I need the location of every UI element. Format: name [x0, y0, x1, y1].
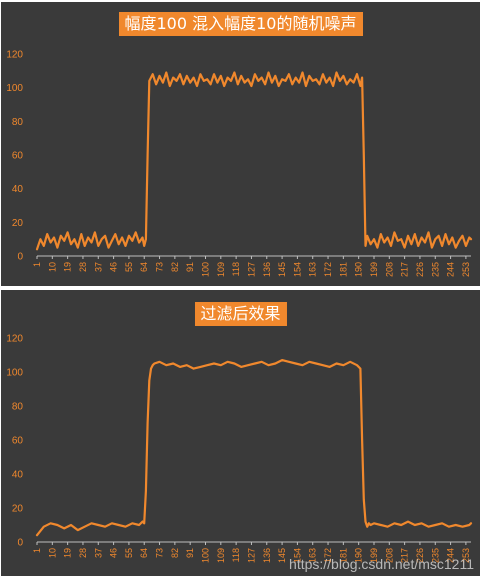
- x-tick-label: 118: [231, 262, 241, 276]
- y-tick-label: 40: [12, 470, 24, 481]
- line-chart-filtered: 0 20 40 60 80 100 120 1 10 19 28 37 46 55 64 73 82 91 100 1…: [6, 334, 473, 563]
- line-chart-noisy: 0 20 40 60 80 100 120 1 10 19 28 37 46 55 64 73 82 91 100 1…: [6, 50, 473, 277]
- x-tick-label: 208: [384, 548, 394, 563]
- series-line: [35, 71, 473, 251]
- x-tick-label: 28: [78, 548, 88, 558]
- x-tick-label: 100: [200, 262, 210, 277]
- x-tick-label: 73: [155, 548, 165, 558]
- y-tick-label: 20: [12, 218, 24, 229]
- x-tick-label: 136: [262, 548, 272, 563]
- y-tick-label: 120: [6, 334, 23, 345]
- chart-title: 过滤后效果: [194, 302, 287, 326]
- x-tick-label: 127: [246, 262, 256, 277]
- chart-panel-filtered: 过滤后效果 0 20 40 60 80 100 120 1 10 19 28 37 46 55 64 73 82…: [1, 290, 480, 576]
- chart-panel-noisy: 幅度100 混入幅度10的随机噪声 0 20 40 60 80 100 120 1 10 19 28…: [1, 2, 480, 286]
- x-tick-label: 172: [323, 262, 333, 277]
- x-tick-label: 172: [323, 548, 333, 563]
- y-tick-label: 60: [12, 436, 24, 447]
- x-tick-label: 190: [354, 262, 364, 277]
- x-tick-label: 226: [415, 548, 425, 563]
- y-tick-label: 40: [12, 184, 24, 195]
- x-tick-label: 226: [415, 262, 425, 277]
- x-tick-label: 10: [47, 262, 57, 272]
- x-tick-label: 82: [170, 262, 180, 272]
- x-tick-label: 127: [246, 548, 256, 563]
- x-tick-label: 118: [231, 548, 241, 562]
- watermark-url: https://blog.csdn.net/msc1211: [289, 556, 474, 572]
- x-tick-label: 91: [185, 548, 195, 558]
- y-tick-label: 80: [12, 117, 24, 128]
- x-tick-label: 253: [461, 548, 471, 563]
- x-tick-label: 73: [155, 262, 165, 272]
- x-tick-label: 163: [308, 262, 318, 277]
- x-tick-label: 145: [277, 548, 287, 563]
- x-tick-label: 136: [262, 262, 272, 277]
- y-tick-label: 60: [12, 151, 24, 162]
- x-tick-label: 37: [93, 548, 103, 558]
- x-tick-label: 100: [200, 548, 210, 563]
- y-tick-label: 0: [17, 252, 23, 263]
- x-tick-label: 10: [47, 548, 57, 558]
- x-tick-label: 1: [32, 262, 42, 267]
- x-tick-label: 235: [430, 262, 440, 277]
- x-tick-label: 55: [124, 262, 134, 272]
- x-tick-label: 82: [170, 548, 180, 558]
- x-tick-label: 244: [446, 262, 456, 277]
- x-tick-label: 55: [124, 548, 134, 558]
- x-tick-label: 163: [308, 548, 318, 563]
- y-tick-label: 100: [6, 83, 23, 94]
- x-tick-label: 46: [109, 548, 119, 558]
- x-tick-label: 154: [292, 548, 302, 563]
- x-tick-label: 181: [338, 262, 348, 277]
- x-tick-label: 64: [139, 262, 149, 272]
- x-tick-label: 46: [109, 262, 119, 272]
- x-tick-label: 190: [354, 548, 364, 563]
- x-tick-label: 244: [446, 548, 456, 563]
- x-tick-label: 145: [277, 262, 287, 277]
- series-line: [35, 358, 473, 537]
- x-tick-label: 91: [185, 262, 195, 272]
- x-tick-label: 1: [32, 548, 42, 553]
- x-tick-label: 19: [63, 548, 73, 558]
- y-tick-label: 100: [6, 368, 23, 379]
- x-tick-label: 37: [93, 262, 103, 272]
- x-tick-label: 208: [384, 262, 394, 277]
- x-tick-label: 109: [216, 262, 226, 277]
- x-tick-label: 217: [400, 548, 410, 563]
- x-tick-label: 235: [430, 548, 440, 563]
- x-tick-label: 19: [63, 262, 73, 272]
- chart-title: 幅度100 混入幅度10的随机噪声: [118, 12, 363, 36]
- x-tick-label: 28: [78, 262, 88, 272]
- x-tick-label: 199: [369, 262, 379, 277]
- x-tick-label: 217: [400, 262, 410, 277]
- x-tick-label: 154: [292, 262, 302, 277]
- x-tick-label: 199: [369, 548, 379, 563]
- y-tick-label: 20: [12, 504, 24, 515]
- x-tick-label: 181: [338, 548, 348, 563]
- x-tick-label: 64: [139, 548, 149, 558]
- y-tick-label: 0: [17, 538, 23, 549]
- y-tick-label: 120: [6, 50, 23, 61]
- x-tick-label: 109: [216, 548, 226, 563]
- x-tick-label: 253: [461, 262, 471, 277]
- y-tick-label: 80: [12, 402, 24, 413]
